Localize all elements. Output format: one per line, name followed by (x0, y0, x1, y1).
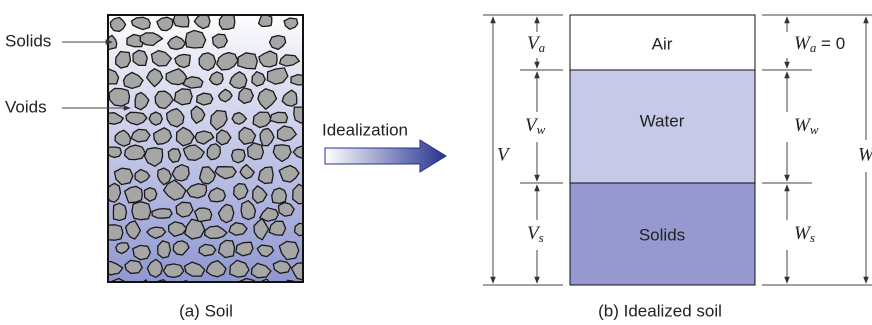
grain (293, 184, 308, 204)
volume-dimensions (483, 15, 563, 285)
air-volume-label: Va (527, 33, 546, 55)
total-volume-label: V (497, 144, 511, 165)
weight-dimensions (762, 15, 872, 285)
subscript: w (810, 122, 819, 137)
air-label: Air (652, 34, 673, 53)
grain (213, 34, 228, 48)
grain (232, 149, 246, 163)
grain (164, 264, 184, 278)
grain (200, 284, 219, 297)
voids-label: Voids (5, 97, 47, 116)
grain (158, 241, 171, 258)
air-weight-label: Wa = 0 (794, 33, 845, 55)
grain (174, 281, 192, 299)
solids-phase-label: Solids (639, 225, 685, 244)
grain (175, 89, 193, 105)
grain (199, 53, 216, 71)
grain (107, 147, 121, 157)
grain (149, 112, 162, 125)
grain (168, 149, 180, 163)
grain (294, 107, 309, 123)
grain (199, 244, 216, 256)
grain (152, 209, 172, 219)
water-weight-label: Ww (794, 115, 819, 137)
suffix: = 0 (816, 34, 845, 53)
grain (236, 242, 253, 256)
idealization-arrow (325, 140, 446, 172)
subscript: s (539, 230, 544, 245)
subscript: a (539, 40, 546, 55)
left-caption: (a) Soil (179, 301, 233, 320)
solids-label: Solids (5, 31, 51, 50)
grain (197, 93, 213, 105)
solids-weight-label: Ws (794, 223, 815, 245)
grain (133, 50, 147, 65)
water-volume-label: Vw (525, 115, 546, 137)
grain (239, 88, 254, 104)
grain (295, 223, 308, 235)
grain (186, 30, 206, 48)
grain (291, 75, 308, 85)
grain (195, 208, 212, 222)
total-weight-label: W (858, 144, 872, 165)
grain (102, 35, 116, 50)
grain (259, 15, 272, 27)
grain (104, 225, 123, 240)
idealization-label: Idealization (322, 120, 408, 139)
water-label: Water (640, 111, 685, 130)
grain (252, 72, 265, 86)
subscript: w (537, 122, 546, 137)
grain (132, 202, 151, 220)
solids-volume-label: Vs (527, 223, 544, 245)
grain (125, 260, 142, 273)
right-caption: (b) Idealized soil (598, 301, 722, 320)
diagram: Solids Voids Idealization Air Water Soli… (0, 0, 872, 325)
grain (248, 143, 264, 160)
grain (144, 188, 156, 202)
grain (222, 284, 236, 295)
grain (116, 52, 131, 68)
grain (272, 188, 287, 203)
grain (270, 112, 287, 122)
grain (238, 53, 257, 69)
subscript: s (810, 230, 815, 245)
grain (113, 203, 126, 220)
